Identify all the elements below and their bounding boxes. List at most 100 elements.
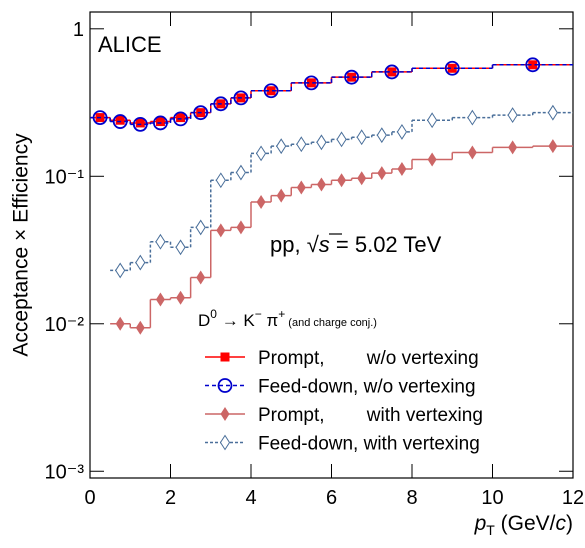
marker — [263, 83, 279, 99]
marker — [175, 239, 186, 256]
y-tick-label: 1 — [73, 19, 84, 41]
marker — [444, 60, 460, 76]
marker — [447, 63, 457, 73]
x-title-sub: T — [486, 522, 495, 538]
marker — [303, 75, 319, 91]
system-energy: = 5.02 TeV — [330, 232, 442, 257]
x-tick-label: 0 — [84, 487, 95, 509]
y-tick-label: 10⁻¹ — [45, 166, 85, 188]
marker — [153, 115, 168, 131]
marker — [276, 188, 286, 203]
marker — [306, 78, 316, 88]
system-s: s — [319, 232, 330, 257]
marker — [376, 127, 387, 144]
marker — [357, 171, 367, 186]
marker — [525, 57, 541, 73]
system-pp: pp, — [270, 232, 307, 257]
decay-d: D — [198, 311, 210, 330]
marker — [176, 113, 186, 123]
marker — [195, 219, 206, 236]
legend-label: Prompt, w/o vertexing — [258, 348, 479, 369]
x-tick-label: 6 — [326, 487, 337, 509]
marker — [384, 64, 400, 80]
decay-d-charge: 0 — [210, 307, 217, 321]
marker — [115, 316, 125, 331]
x-title-unit: (GeV/ — [495, 512, 556, 535]
legend-label: Feed-down, w/o vertexing — [258, 377, 476, 398]
legend-marker — [220, 407, 230, 421]
marker — [135, 118, 145, 128]
x-tick-label: 12 — [562, 487, 584, 509]
marker — [316, 134, 327, 151]
marker — [135, 320, 145, 335]
marker — [344, 69, 360, 85]
x-axis-title: pT (GeV/c) — [474, 512, 573, 538]
legend-marker — [217, 378, 233, 393]
legend-marker — [219, 434, 231, 451]
marker — [427, 152, 437, 167]
marker — [547, 104, 558, 121]
marker — [276, 138, 287, 155]
series — [110, 139, 573, 335]
y-tick-label: 10⁻² — [45, 314, 85, 336]
marker — [266, 86, 276, 96]
marker — [337, 173, 347, 188]
decay-pi: π — [262, 311, 278, 330]
marker — [155, 117, 165, 127]
marker — [507, 107, 518, 124]
marker — [115, 115, 125, 125]
x-title-c: c — [556, 512, 567, 535]
marker — [132, 116, 148, 132]
marker — [296, 136, 307, 153]
y-axis-title: Acceptance × Efficiency — [10, 133, 33, 357]
marker — [467, 145, 477, 160]
marker — [296, 180, 306, 195]
marker — [397, 162, 407, 177]
marker — [112, 114, 128, 129]
marker — [196, 270, 206, 285]
marker — [92, 110, 108, 125]
decay-note: (and charge conj.) — [285, 317, 377, 329]
marker — [135, 254, 146, 271]
decay-k: → K — [217, 311, 255, 330]
marker — [467, 109, 478, 126]
marker — [396, 123, 408, 140]
marker — [256, 194, 266, 209]
x-tick-label: 8 — [406, 487, 417, 509]
marker — [508, 140, 518, 155]
series — [110, 104, 573, 279]
marker — [193, 105, 209, 121]
system-label: pp, √s = 5.02 TeV — [270, 232, 442, 257]
x-title-p: p — [474, 512, 487, 535]
marker — [155, 233, 166, 250]
marker — [213, 96, 229, 112]
decay-pi-charge: + — [278, 307, 285, 321]
marker — [377, 166, 387, 181]
marker — [235, 164, 247, 181]
decay-label: D0 → K− π+ (and charge conj.) — [198, 307, 377, 330]
marker — [528, 60, 538, 70]
system-sqrt: √ — [307, 232, 320, 257]
marker — [316, 177, 326, 192]
marker — [387, 67, 397, 77]
marker — [215, 172, 226, 189]
x-tick-label: 4 — [245, 487, 256, 509]
marker — [236, 220, 246, 235]
marker — [548, 139, 558, 154]
marker — [356, 129, 367, 146]
marker — [176, 290, 186, 305]
x-tick-label: 2 — [165, 487, 176, 509]
series — [90, 57, 573, 132]
marker — [115, 262, 126, 279]
x-title-close: ) — [566, 512, 573, 535]
marker — [216, 223, 226, 238]
marker — [336, 131, 347, 148]
legend-marker — [220, 352, 230, 362]
marker — [155, 292, 165, 307]
experiment-label: ALICE — [98, 32, 162, 57]
marker — [233, 90, 249, 106]
y-tick-label: 10⁻³ — [45, 461, 85, 483]
legend-label: Prompt, with vertexing — [258, 405, 483, 426]
x-tick-label: 10 — [481, 487, 503, 509]
